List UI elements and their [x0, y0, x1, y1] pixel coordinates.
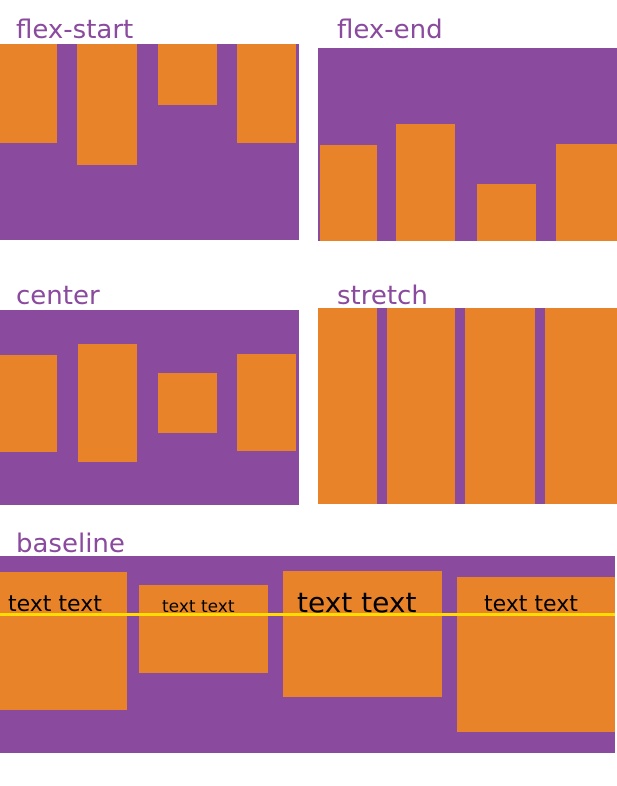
- flex-item: [318, 308, 377, 504]
- flex-item: [237, 44, 296, 143]
- flex-container-center: [0, 310, 299, 505]
- flex-item: text text: [139, 585, 268, 673]
- flex-item: [237, 354, 296, 451]
- flex-item: [477, 184, 536, 241]
- flex-item: text text: [0, 572, 127, 710]
- flex-item: [77, 44, 137, 165]
- panel-label-flex-start: flex-start: [16, 15, 134, 45]
- flex-item: [396, 124, 455, 241]
- flex-item-text: text text: [8, 592, 102, 617]
- baseline-rule-line: [0, 613, 615, 616]
- flex-item-text: text text: [162, 597, 235, 617]
- panel-label-baseline: baseline: [16, 529, 125, 559]
- panel-label-flex-end: flex-end: [337, 15, 443, 45]
- flex-container-stretch: [318, 308, 617, 504]
- flex-item: [556, 144, 617, 241]
- flex-item: text text: [283, 571, 442, 697]
- flex-item: text text: [457, 577, 615, 732]
- flex-item-text: text text: [297, 586, 417, 619]
- flex-item: [0, 44, 57, 143]
- flex-item: [387, 308, 455, 504]
- flex-item: [545, 308, 617, 504]
- flex-item: [158, 373, 217, 433]
- flex-item: [158, 44, 217, 105]
- flex-item: [78, 344, 137, 462]
- panel-label-center: center: [16, 281, 100, 311]
- flex-container-flex-start: [0, 44, 299, 240]
- flex-item: [465, 308, 535, 504]
- flex-item: [320, 145, 377, 241]
- flex-container-flex-end: [318, 48, 617, 241]
- flex-item-text: text text: [484, 592, 578, 617]
- flex-item: [0, 355, 57, 452]
- panel-label-stretch: stretch: [337, 281, 428, 311]
- flex-container-baseline: text text text text text text text text: [0, 556, 615, 753]
